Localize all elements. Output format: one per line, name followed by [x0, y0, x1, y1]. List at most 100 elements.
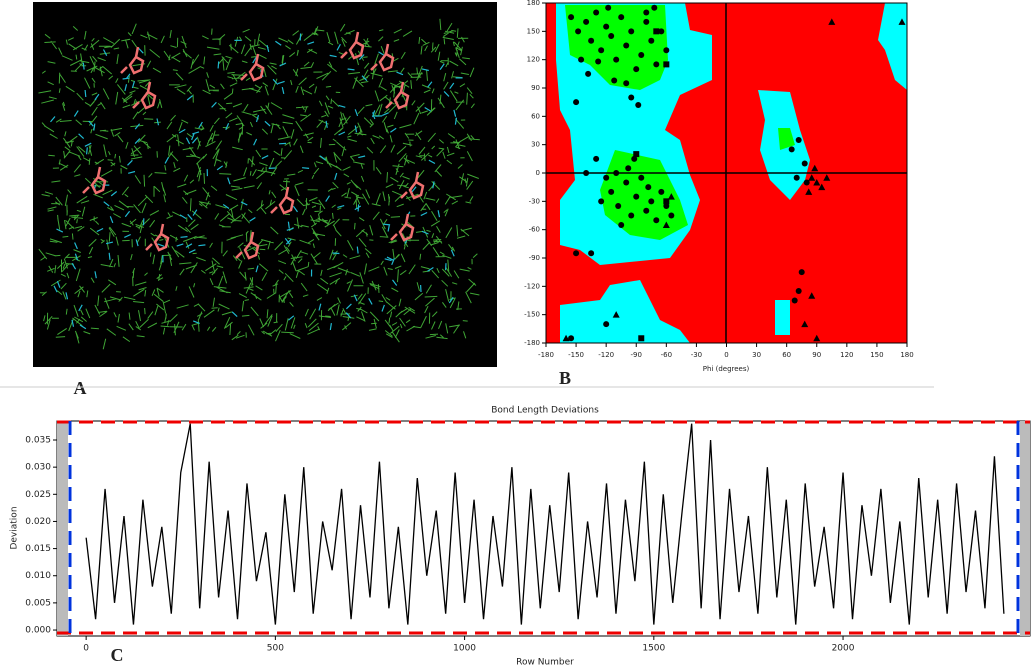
- ligand: [235, 231, 260, 260]
- point: [603, 174, 610, 181]
- point: [898, 18, 906, 25]
- molecule-structure: [38, 18, 480, 350]
- point: [608, 188, 615, 195]
- y-tick-label: 150: [527, 27, 540, 35]
- point: [662, 221, 670, 228]
- point: [648, 37, 655, 44]
- y-tick-label: 0.025: [25, 490, 51, 500]
- point: [578, 56, 585, 63]
- x-tick-label: 150: [870, 351, 883, 359]
- point: [573, 99, 580, 106]
- ligand: [132, 81, 157, 110]
- point: [573, 250, 580, 257]
- x-tick-label: 120: [840, 351, 853, 359]
- point: [805, 188, 813, 195]
- point: [658, 28, 665, 35]
- x-tick-label: -60: [661, 351, 672, 359]
- y-tick-label: 0.015: [25, 544, 51, 554]
- data-line: [85, 423, 1005, 625]
- point: [628, 94, 635, 101]
- x-tick-label: 2000: [832, 644, 855, 654]
- panel-label: A: [74, 378, 87, 398]
- point: [575, 28, 582, 35]
- point: [615, 203, 622, 210]
- point: [638, 335, 645, 342]
- point: [653, 28, 660, 35]
- point: [795, 288, 802, 295]
- point: [631, 155, 638, 162]
- y-tick-label: -60: [529, 226, 540, 234]
- point: [583, 170, 590, 176]
- point: [635, 102, 642, 108]
- point: [668, 212, 675, 219]
- point: [813, 178, 821, 186]
- point: [648, 198, 655, 205]
- point: [793, 174, 800, 181]
- point: [625, 165, 632, 172]
- panel-label: B: [559, 368, 571, 388]
- point: [633, 151, 640, 158]
- y-tick-label: 90: [531, 84, 540, 92]
- y-tick-label: 0.010: [25, 571, 51, 581]
- point: [663, 198, 670, 205]
- point: [562, 334, 570, 342]
- y-tick-label: 120: [527, 56, 540, 64]
- ligand: [400, 171, 425, 200]
- point: [583, 18, 590, 25]
- point: [813, 334, 821, 342]
- point: [585, 70, 592, 77]
- point: [618, 14, 625, 21]
- ligand: [370, 43, 395, 72]
- point: [653, 217, 660, 224]
- point: [663, 47, 670, 54]
- x-tick-label: 180: [900, 351, 913, 359]
- point: [808, 174, 816, 181]
- plot-frame: [56, 420, 1031, 637]
- point: [798, 269, 805, 276]
- point: [623, 179, 630, 186]
- y-tick-label: 0: [536, 169, 540, 177]
- point: [598, 198, 605, 205]
- ligand: [390, 213, 415, 242]
- y-tick-label: 30: [531, 141, 540, 149]
- point: [593, 155, 600, 162]
- ramachandran-regions: [545, 2, 908, 344]
- point: [623, 80, 630, 87]
- point: [588, 37, 595, 44]
- x-tick-label: 0: [83, 644, 89, 654]
- point: [605, 4, 612, 11]
- point: [811, 164, 819, 172]
- point: [611, 77, 618, 84]
- point: [643, 207, 650, 214]
- chart-title: Bond Length Deviations: [491, 406, 599, 416]
- point: [613, 56, 620, 63]
- point: [618, 221, 625, 228]
- y-tick-label: 0.020: [25, 517, 51, 527]
- x-axis-label: Phi (degrees): [703, 365, 750, 373]
- point: [598, 47, 605, 54]
- ligand: [82, 166, 107, 195]
- x-tick-label: 60: [782, 351, 791, 359]
- point: [623, 42, 630, 49]
- point: [612, 311, 620, 318]
- point: [608, 33, 615, 40]
- point: [808, 292, 816, 299]
- point: [791, 297, 798, 304]
- point: [603, 23, 610, 30]
- point: [823, 174, 831, 181]
- ligand: [145, 223, 170, 252]
- x-tick-label: -30: [691, 351, 702, 359]
- point: [603, 321, 610, 328]
- point: [663, 61, 670, 68]
- point: [595, 58, 602, 65]
- point: [588, 250, 595, 257]
- point: [613, 170, 620, 176]
- x-tick-label: 500: [267, 644, 284, 654]
- x-tick-label: -120: [598, 351, 614, 359]
- ligand: [340, 31, 365, 60]
- point: [795, 136, 802, 143]
- point: [633, 66, 640, 73]
- y-tick-label: -30: [529, 197, 540, 205]
- point: [667, 193, 675, 200]
